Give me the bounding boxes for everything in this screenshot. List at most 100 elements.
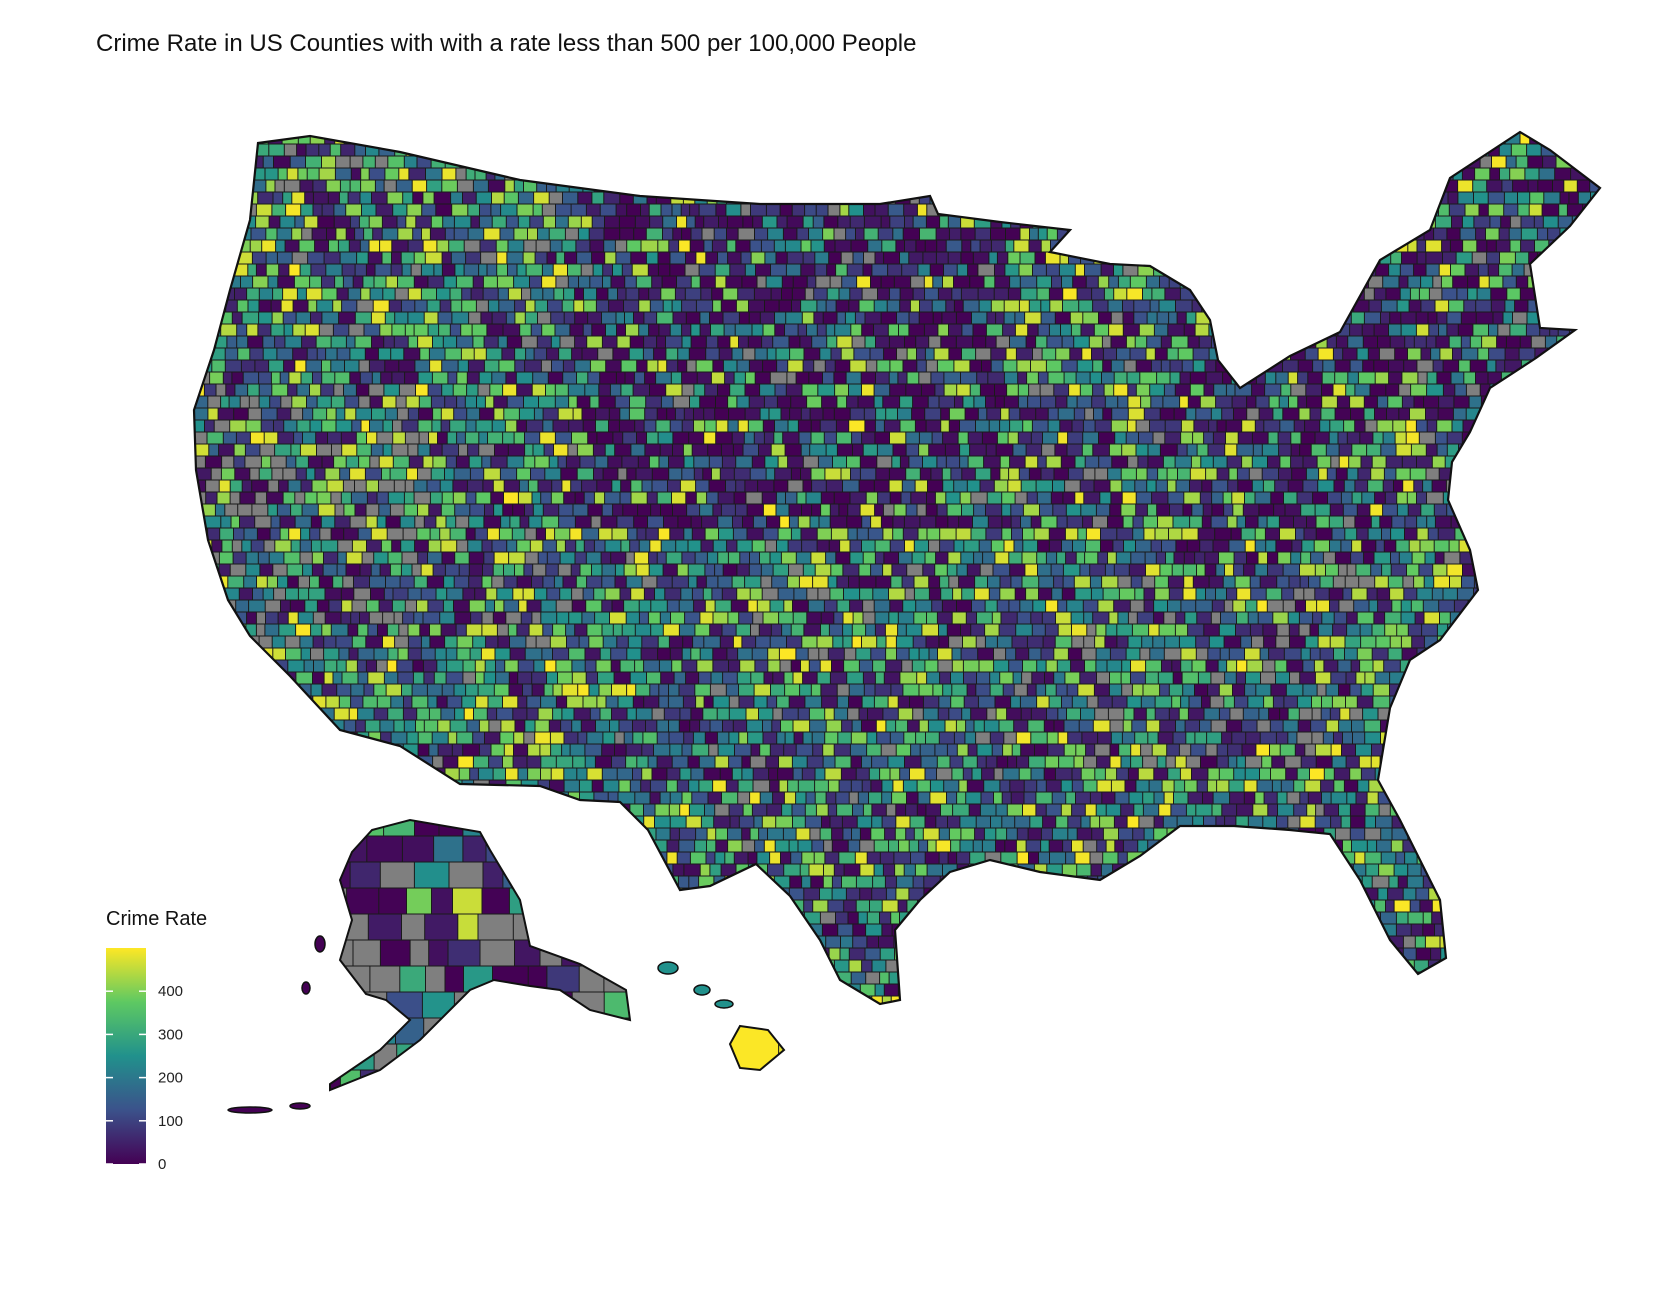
county-cell [1436,155,1449,169]
county-cell [545,143,556,157]
county-cell [555,599,574,613]
county-cell [846,515,863,529]
county-cell [391,443,409,457]
county-cell [327,191,341,205]
county-cell [1570,299,1586,313]
county-cell [268,215,282,229]
county-cell [1477,347,1490,361]
county-cell [1451,467,1462,481]
county-cell [294,215,306,229]
county-cell [1573,311,1585,325]
county-cell [730,599,749,613]
county-cell [534,299,549,313]
county-cell [472,635,487,649]
county-cell [551,359,565,373]
county-cell [237,347,251,361]
county-cell [835,419,850,433]
county-cell [1242,323,1254,337]
county-cell [349,215,361,229]
county-cell [267,275,279,289]
county-cell [786,371,798,385]
county-cell [655,371,673,385]
county-cell [1046,335,1064,349]
county-cell [842,479,861,493]
county-cell [801,383,819,397]
county-cell [961,347,977,361]
county-cell [1000,407,1011,421]
county-cell [1219,347,1230,361]
county-cell [1029,179,1040,193]
county-cell [623,563,638,577]
county-cell [912,287,926,301]
county-cell [413,275,429,289]
county-cell [1199,143,1217,157]
county-cell [1160,335,1173,349]
county-cell [1257,611,1274,625]
county-cell [731,575,746,589]
county-cell [672,503,688,517]
county-cell [1586,371,1600,385]
county-cell [272,287,284,301]
county-cell [1255,251,1271,265]
county-cell [1065,503,1082,517]
county-cell [1182,503,1193,517]
county-cell [1221,263,1235,277]
county-cell [1604,468,1617,481]
county-cell [301,335,318,349]
county-cell [318,575,334,589]
county-cell [646,359,659,373]
county-cell [255,611,267,625]
county-cell [1256,299,1271,313]
county-cell [1576,179,1591,193]
county-cell [1488,611,1499,625]
county-cell [332,299,343,313]
county-cell [1008,407,1021,421]
county-cell [1052,479,1066,493]
county-cell [1196,563,1207,577]
county-cell [1265,179,1282,193]
county-cell [297,167,309,181]
county-cell [1126,419,1138,433]
county-cell [1082,515,1094,529]
county-cell [1542,215,1560,229]
county-cell [1544,503,1561,517]
county-cell [641,635,660,649]
county-cell [1261,443,1280,457]
county-cell [724,371,736,385]
county-cell [1333,479,1346,493]
county-cell [912,215,928,229]
county-cell [923,323,939,337]
county-cell [1057,599,1068,613]
county-cell [392,455,411,469]
county-cell [649,383,667,397]
county-cell [859,132,874,145]
county-cell [1438,323,1448,337]
county-cell [441,263,456,277]
county-cell [396,215,407,229]
county-cell [1415,419,1429,433]
county-cell [1011,527,1024,541]
county-cell [1536,383,1555,397]
county-cell [468,311,482,325]
county-cell [585,551,602,565]
county-cell [235,599,250,613]
county-cell [360,167,371,181]
county-cell [748,132,766,145]
county-cell [222,431,238,445]
county-cell [996,635,1014,649]
county-cell [1222,203,1238,217]
county-cell [1111,407,1130,421]
county-cell [1294,599,1307,613]
county-cell [345,551,363,565]
county-cell [518,479,530,493]
county-cell [1334,407,1352,421]
county-cell [312,179,328,193]
county-cell [1249,132,1267,133]
county-cell [339,179,352,193]
county-cell [638,611,650,625]
county-cell [1501,179,1514,193]
county-cell [1168,311,1179,325]
county-cell [966,563,982,577]
county-cell [290,539,302,553]
county-cell [341,443,358,457]
